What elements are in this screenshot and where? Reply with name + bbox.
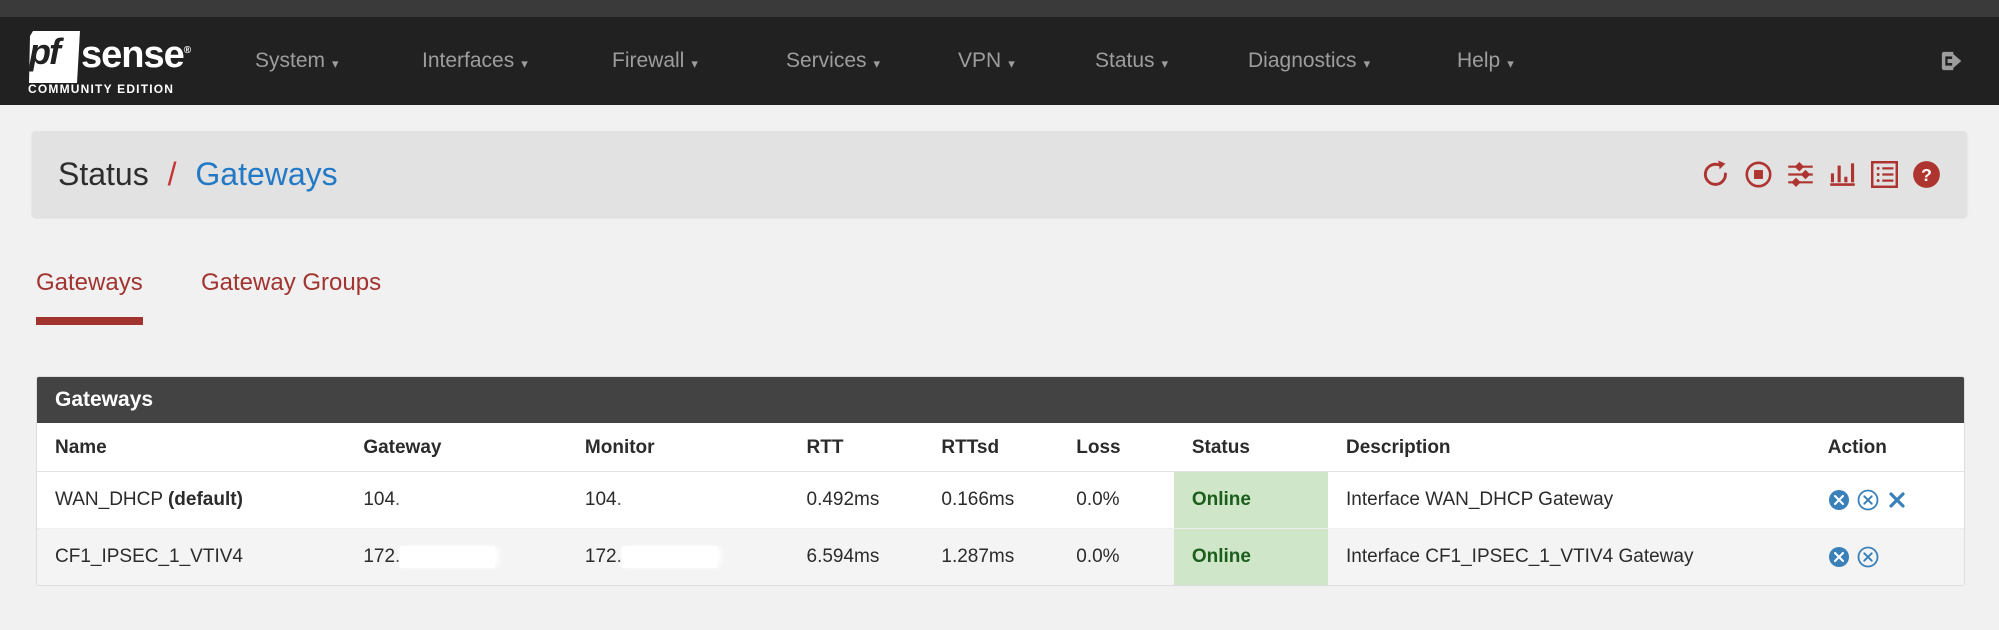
svg-text:?: ? xyxy=(1921,165,1932,185)
